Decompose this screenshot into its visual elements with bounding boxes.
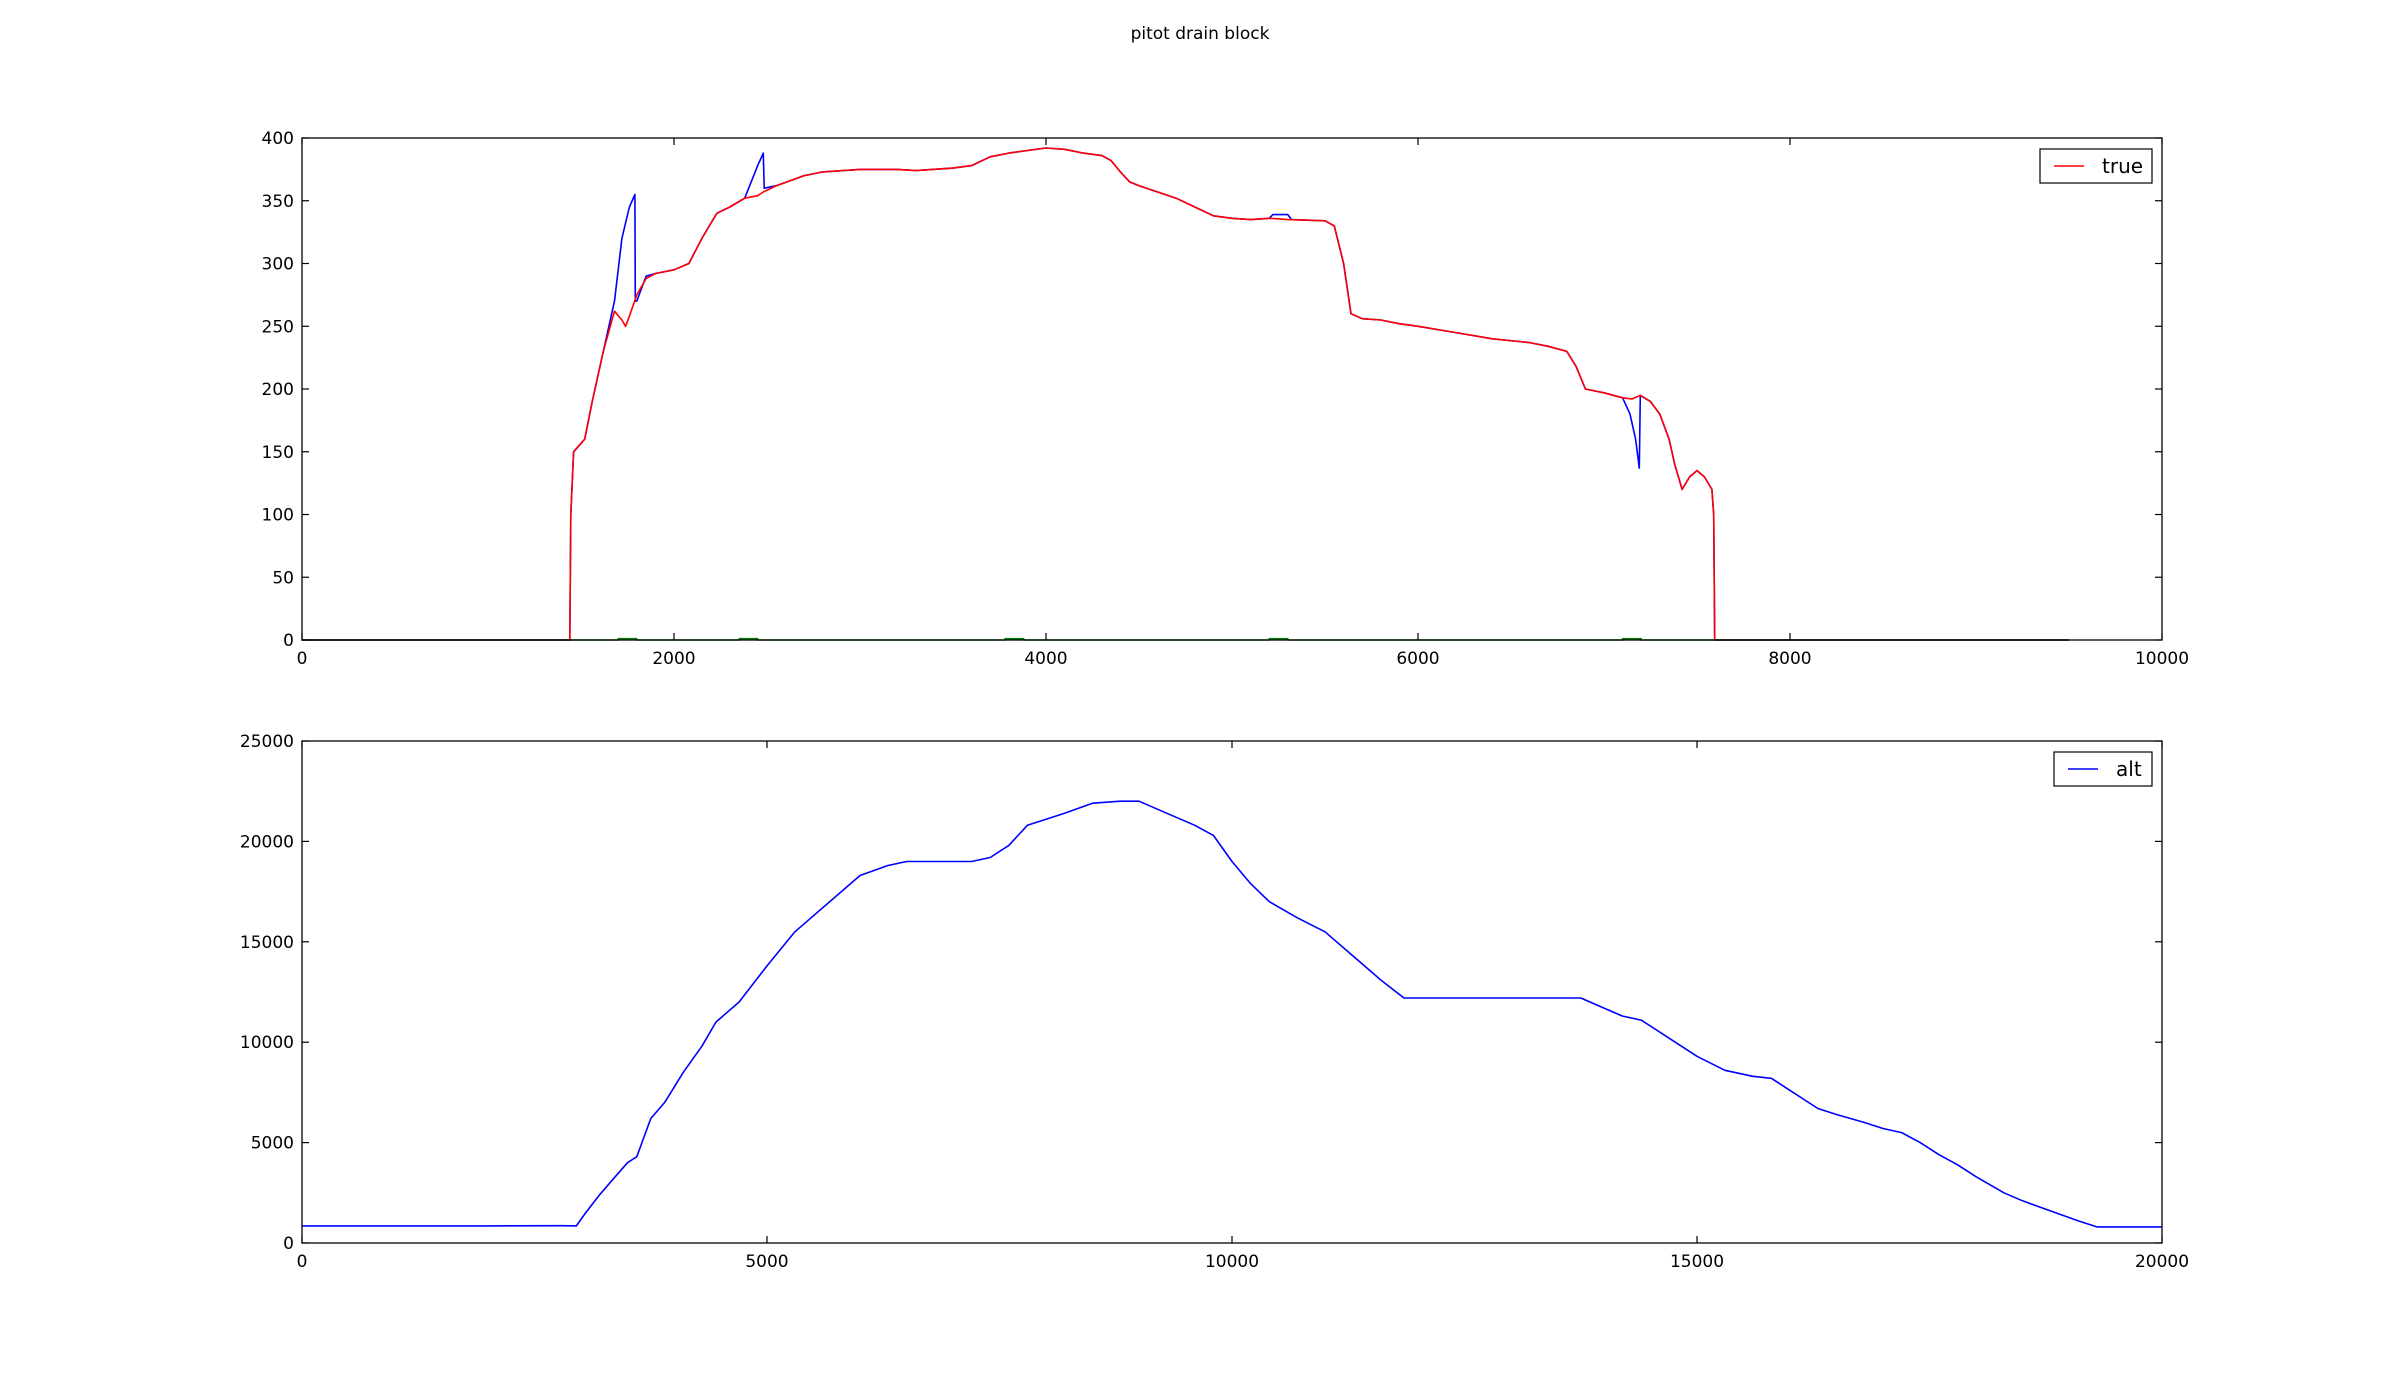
chart1-series-line3 [302, 637, 2069, 641]
chart1-x-tick-label: 0 [297, 649, 308, 669]
chart2-y-tick-label: 10000 [240, 1033, 294, 1053]
chart2-x-tick-label: 15000 [1670, 1252, 1724, 1272]
chart1-x-tick-label: 4000 [1024, 649, 1067, 669]
chart2-legend-label: alt [2116, 757, 2142, 781]
chart1-series-true [302, 147, 2069, 641]
chart2-x-tick-label: 20000 [2135, 1252, 2189, 1272]
chart1-frame [301, 137, 2163, 641]
chart1-y-tick-label: 250 [262, 317, 294, 337]
chart1-y-tick-label: 50 [272, 568, 294, 588]
chart2-series-alt [302, 800, 2162, 1228]
chart1-x-tick-label: 10000 [2135, 649, 2189, 669]
chart2-y-tick-label: 5000 [251, 1134, 294, 1154]
chart2-x-tick-label: 10000 [1205, 1252, 1259, 1272]
chart1-y-tick-label: 200 [262, 380, 294, 400]
chart2-frame [301, 740, 2163, 1244]
chart1-series-line1 [302, 147, 2069, 641]
chart1-y-tick-label: 350 [262, 192, 294, 212]
chart2-y-tick-label: 0 [283, 1234, 294, 1254]
chart2-y-tick-label: 15000 [240, 933, 294, 953]
chart2-y-tick-label: 20000 [240, 832, 294, 852]
chart2-x-tick-label: 0 [297, 1252, 308, 1272]
chart1-y-tick-label: 150 [262, 443, 294, 463]
chart1-x-tick-label: 2000 [652, 649, 695, 669]
chart1-y-tick-label: 0 [283, 631, 294, 651]
chart1-y-tick-label: 300 [262, 255, 294, 275]
chart2-x-tick-label: 5000 [745, 1252, 788, 1272]
chart1-legend-label: true [2102, 154, 2143, 178]
chart1-x-tick-label: 8000 [1768, 649, 1811, 669]
chart1-y-tick-label: 400 [262, 129, 294, 149]
chart1-x-tick-label: 6000 [1396, 649, 1439, 669]
figure-title: pitot drain block [1130, 24, 1270, 44]
chart1-y-tick-label: 100 [262, 506, 294, 526]
chart2-y-tick-label: 25000 [240, 732, 294, 752]
